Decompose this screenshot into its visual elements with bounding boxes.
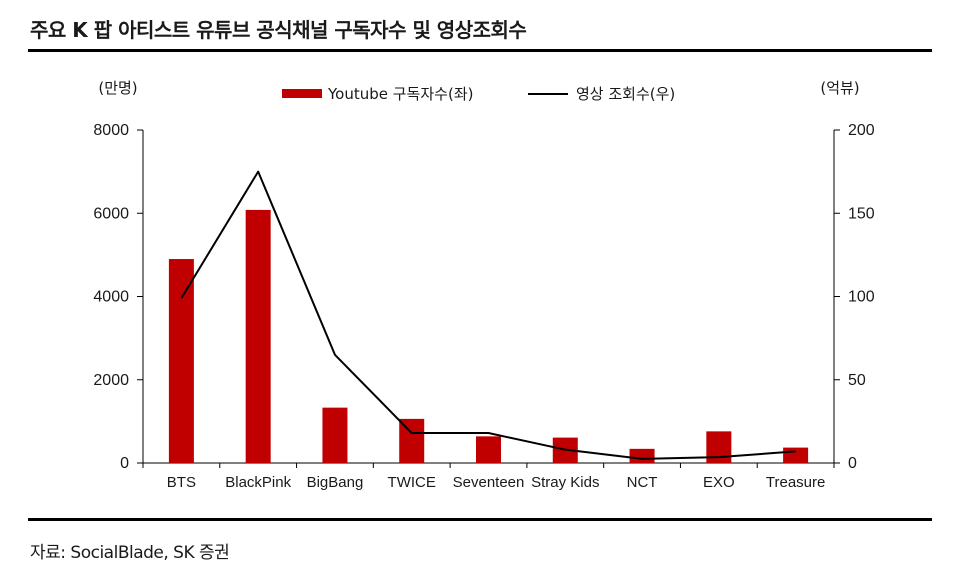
category-labels: BTS BlackPink BigBang TWICE Seventeen Stray K… xyxy=(167,474,826,491)
axes: 0 2000 4000 6000 8000 0 50 100 150 200 xyxy=(93,122,874,472)
bar-series xyxy=(168,209,809,463)
bottom-rule xyxy=(28,518,932,521)
category-label: Seventeen xyxy=(453,474,525,491)
left-tick-label: 4000 xyxy=(93,289,129,306)
bar xyxy=(629,448,655,463)
category-label: Stray Kids xyxy=(531,474,599,491)
right-tick-label: 150 xyxy=(848,205,875,222)
legend-line-label: 영상 조회수(우) xyxy=(576,85,675,103)
top-rule xyxy=(28,49,932,52)
category-label: BlackPink xyxy=(225,474,291,491)
source-note: 자료: SocialBlade, SK 증권 xyxy=(30,543,230,563)
legend-bar-label: Youtube 구독자수(좌) xyxy=(327,85,473,103)
line-series xyxy=(180,170,796,460)
legend: Youtube 구독자수(좌) 영상 조회수(우) xyxy=(282,85,675,103)
bar xyxy=(168,259,194,463)
bar xyxy=(399,418,425,463)
legend-bar-swatch xyxy=(282,89,322,98)
category-label: TWICE xyxy=(388,474,436,491)
category-label: NCT xyxy=(627,474,658,491)
right-tick-label: 200 xyxy=(848,122,875,139)
left-axis-unit: (만명) xyxy=(98,79,137,97)
category-label: Treasure xyxy=(766,474,825,491)
category-label: BigBang xyxy=(307,474,364,491)
left-tick-label: 6000 xyxy=(93,205,129,222)
bar xyxy=(322,407,348,463)
right-tick-label: 100 xyxy=(848,289,875,306)
category-label: EXO xyxy=(703,474,735,491)
bar xyxy=(783,447,809,463)
category-label: BTS xyxy=(167,474,196,491)
right-tick-label: 0 xyxy=(848,455,857,472)
chart-title: 주요 K 팝 아티스트 유튜브 공식채널 구독자수 및 영상조회수 xyxy=(30,18,527,42)
line-path xyxy=(180,170,796,460)
left-tick-label: 8000 xyxy=(93,122,129,139)
right-axis-unit: (억뷰) xyxy=(820,79,859,97)
left-tick-label: 0 xyxy=(120,455,129,472)
left-tick-label: 2000 xyxy=(93,372,129,389)
bar xyxy=(245,209,271,463)
right-tick-label: 50 xyxy=(848,372,866,389)
bar xyxy=(476,436,501,463)
